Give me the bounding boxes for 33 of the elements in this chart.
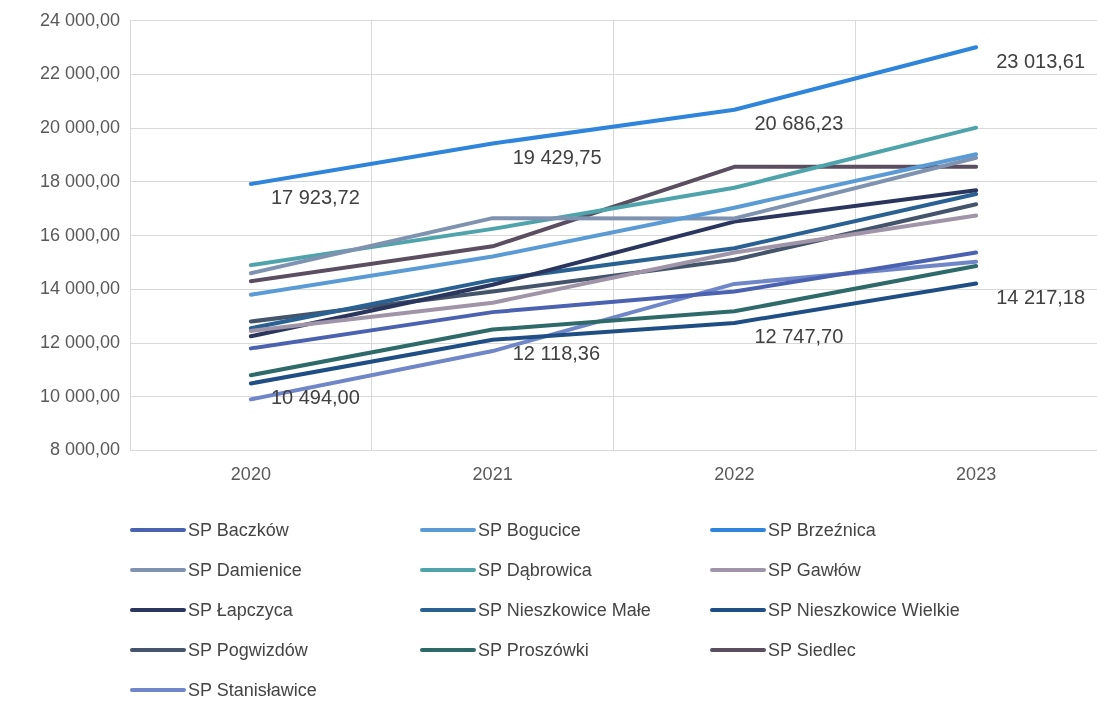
legend-label: SP Gawłów (768, 559, 861, 581)
x-tick-label: 2022 (714, 464, 755, 485)
legend-label: SP Siedlec (768, 639, 856, 661)
legend-label: SP Brzeźnica (768, 519, 876, 541)
y-tick-label: 20 000,00 (39, 117, 120, 138)
y-tick-label: 14 000,00 (39, 278, 120, 299)
y-tick-label: 18 000,00 (39, 170, 120, 191)
legend-label: SP Łapczyca (188, 599, 293, 621)
y-tick-label: 22 000,00 (39, 63, 120, 84)
legend-label: SP Stanisławice (188, 679, 317, 701)
data-label: 23 013,61 (996, 49, 1086, 72)
legend-label: SP Proszówki (478, 639, 589, 661)
legend-label: SP Nieszkowice Wielkie (768, 599, 960, 621)
legend-label: SP Pogwizdów (188, 639, 308, 661)
y-tick-label: 12 000,00 (39, 331, 120, 352)
legend-label: SP Nieszkowice Małe (478, 599, 651, 621)
data-label: 14 217,18 (996, 285, 1086, 308)
x-tick-label: 2020 (230, 464, 271, 485)
x-tick-label: 2021 (472, 464, 513, 485)
data-label: 17 923,72 (270, 186, 360, 209)
legend-label: SP Damienice (188, 559, 302, 581)
legend-label: SP Bogucice (478, 519, 581, 541)
x-tick-label: 2023 (956, 464, 997, 485)
legend-label: SP Dąbrowica (478, 559, 592, 581)
legend-label: SP Baczków (188, 519, 289, 541)
data-label: 19 429,75 (512, 146, 602, 169)
y-tick-label: 8 000,00 (49, 439, 120, 460)
data-label: 12 118,36 (512, 342, 601, 365)
data-label: 12 747,70 (754, 325, 844, 348)
y-tick-label: 24 000,00 (39, 9, 120, 30)
data-label: 20 686,23 (754, 112, 844, 135)
y-tick-label: 10 000,00 (39, 385, 120, 406)
y-tick-label: 16 000,00 (39, 224, 120, 245)
